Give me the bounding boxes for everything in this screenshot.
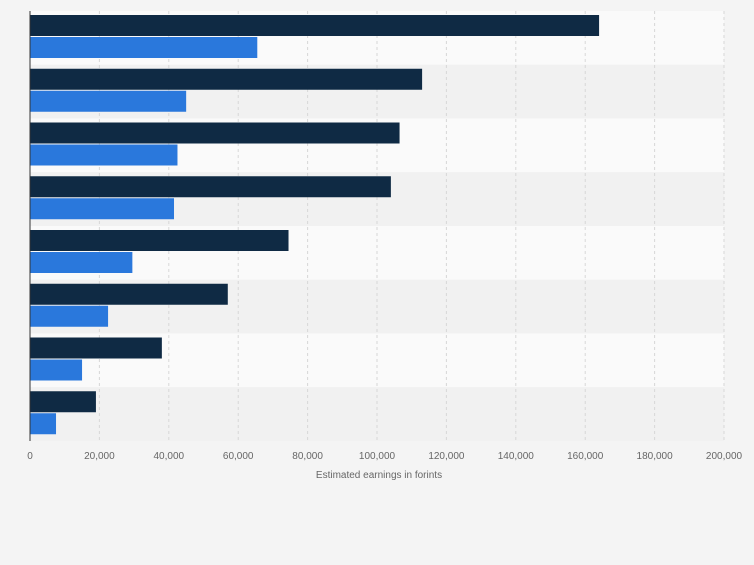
bar-series1-row1 [30, 15, 600, 36]
x-tick-label-3: 60,000 [223, 451, 254, 462]
bar-series2-row1 [30, 37, 258, 58]
x-tick-label-1: 20,000 [84, 451, 115, 462]
bar-series1-row3 [30, 122, 400, 144]
bar-series1-row5 [30, 230, 289, 251]
bar-series1-row2 [30, 68, 423, 90]
bar-series1-row7 [30, 337, 162, 359]
bar-series2-row7 [30, 359, 83, 381]
bar-series2-row2 [30, 90, 187, 112]
bar-series2-row3 [30, 144, 178, 166]
x-tick-label-0: 0 [27, 451, 33, 462]
x-tick-label-2: 40,000 [154, 451, 185, 462]
x-tick-label-10: 200,000 [706, 451, 743, 462]
x-tick-label-7: 140,000 [498, 451, 535, 462]
x-tick-label-5: 100,000 [359, 451, 396, 462]
x-tick-label-8: 160,000 [567, 451, 604, 462]
bar-series2-row4 [30, 198, 175, 220]
bar-series2-row8 [30, 413, 57, 435]
bars [30, 15, 600, 435]
bar-series2-row5 [30, 252, 133, 273]
bar-series1-row6 [30, 283, 228, 305]
bar-series1-row8 [30, 391, 96, 413]
x-tick-labels: 0 20,000 40,000 60,000 80,000 100,000 120,000 1… [27, 451, 742, 462]
bar-series2-row6 [30, 305, 109, 327]
x-tick-label-4: 80,000 [292, 451, 323, 462]
x-tick-label-9: 180,000 [637, 451, 674, 462]
x-tick-label-6: 120,000 [428, 451, 465, 462]
x-axis-label: Estimated earnings in forints [316, 470, 442, 481]
bar-series1-row4 [30, 176, 391, 198]
